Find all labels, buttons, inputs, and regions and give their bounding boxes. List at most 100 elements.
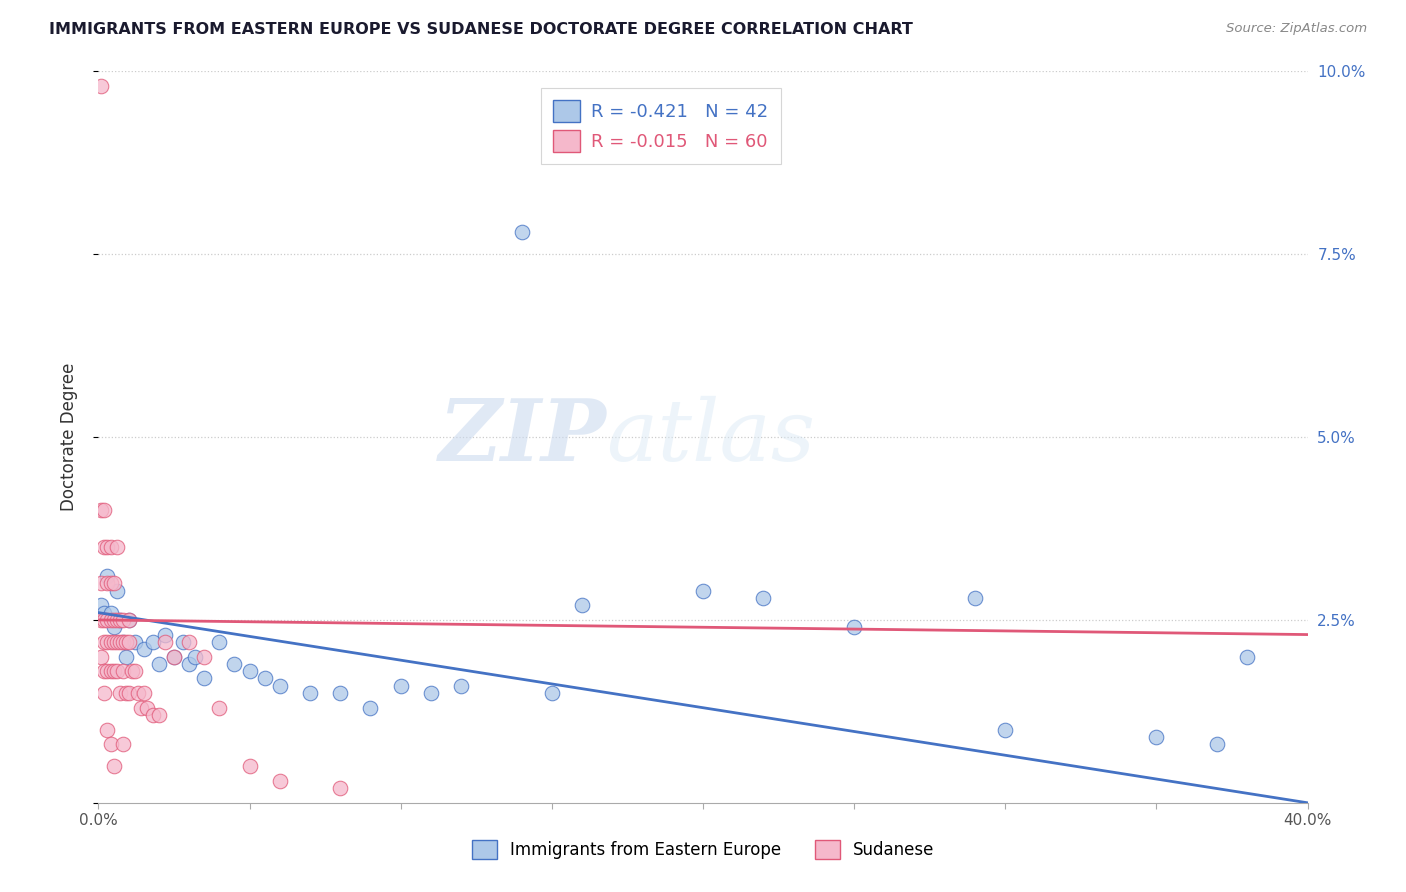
Point: [93, 664, 115, 678]
Point: [111, 664, 134, 678]
Point: [127, 686, 149, 700]
Point: [93, 635, 115, 649]
Point: [329, 781, 352, 796]
Legend: Immigrants from Eastern Europe, Sudanese: Immigrants from Eastern Europe, Sudanese: [465, 834, 941, 866]
Point: [103, 635, 125, 649]
Point: [269, 773, 291, 788]
Point: [100, 606, 122, 620]
Point: [105, 613, 128, 627]
Point: [132, 642, 155, 657]
Point: [90, 599, 112, 613]
Point: [100, 635, 122, 649]
Point: [111, 737, 134, 751]
Point: [163, 649, 186, 664]
Point: [111, 635, 134, 649]
Point: [148, 657, 170, 671]
Point: [118, 613, 141, 627]
Point: [103, 664, 125, 678]
Point: [184, 649, 207, 664]
Point: [239, 664, 262, 678]
Point: [114, 686, 136, 700]
Point: [692, 583, 714, 598]
Point: [118, 613, 141, 627]
Point: [450, 679, 472, 693]
Point: [844, 620, 866, 634]
Point: [994, 723, 1017, 737]
Point: [1206, 737, 1229, 751]
Point: [93, 613, 115, 627]
Point: [118, 686, 141, 700]
Point: [571, 599, 593, 613]
Point: [179, 635, 201, 649]
Point: [100, 737, 122, 751]
Point: [208, 635, 231, 649]
Point: [135, 700, 157, 714]
Point: [114, 649, 136, 664]
Point: [90, 649, 112, 664]
Point: [360, 700, 382, 714]
Point: [96, 635, 118, 649]
Point: [148, 708, 170, 723]
Point: [153, 635, 176, 649]
Point: [100, 576, 122, 591]
Y-axis label: Doctorate Degree: Doctorate Degree: [59, 363, 77, 511]
Point: [105, 583, 128, 598]
Point: [96, 723, 118, 737]
Point: [93, 686, 115, 700]
Point: [208, 700, 231, 714]
Point: [93, 503, 115, 517]
Point: [965, 591, 987, 605]
Point: [124, 664, 146, 678]
Point: [752, 591, 775, 605]
Point: [172, 635, 194, 649]
Point: [118, 635, 141, 649]
Point: [111, 635, 134, 649]
Point: [420, 686, 443, 700]
Point: [193, 649, 215, 664]
Point: [93, 606, 115, 620]
Point: [121, 664, 143, 678]
Point: [108, 613, 131, 627]
Point: [142, 635, 165, 649]
Point: [299, 686, 322, 700]
Point: [96, 664, 118, 678]
Point: [103, 613, 125, 627]
Point: [1236, 649, 1258, 664]
Point: [100, 613, 122, 627]
Legend: R = -0.421   N = 42, R = -0.015   N = 60: R = -0.421 N = 42, R = -0.015 N = 60: [540, 87, 780, 164]
Point: [239, 759, 262, 773]
Point: [100, 540, 122, 554]
Point: [108, 635, 131, 649]
Point: [96, 569, 118, 583]
Text: ZIP: ZIP: [439, 395, 606, 479]
Point: [90, 503, 112, 517]
Point: [90, 613, 112, 627]
Point: [105, 635, 128, 649]
Point: [103, 759, 125, 773]
Text: IMMIGRANTS FROM EASTERN EUROPE VS SUDANESE DOCTORATE DEGREE CORRELATION CHART: IMMIGRANTS FROM EASTERN EUROPE VS SUDANE…: [49, 22, 912, 37]
Point: [163, 649, 186, 664]
Point: [124, 635, 146, 649]
Point: [179, 657, 201, 671]
Point: [510, 225, 533, 239]
Point: [193, 672, 215, 686]
Point: [540, 686, 562, 700]
Point: [224, 657, 246, 671]
Point: [108, 686, 131, 700]
Point: [132, 686, 155, 700]
Point: [100, 664, 122, 678]
Point: [129, 700, 152, 714]
Point: [103, 576, 125, 591]
Point: [269, 679, 291, 693]
Point: [389, 679, 412, 693]
Point: [93, 540, 115, 554]
Point: [96, 576, 118, 591]
Point: [96, 613, 118, 627]
Point: [96, 540, 118, 554]
Point: [108, 613, 131, 627]
Point: [329, 686, 352, 700]
Point: [90, 78, 112, 93]
Point: [105, 664, 128, 678]
Point: [103, 620, 125, 634]
Point: [114, 635, 136, 649]
